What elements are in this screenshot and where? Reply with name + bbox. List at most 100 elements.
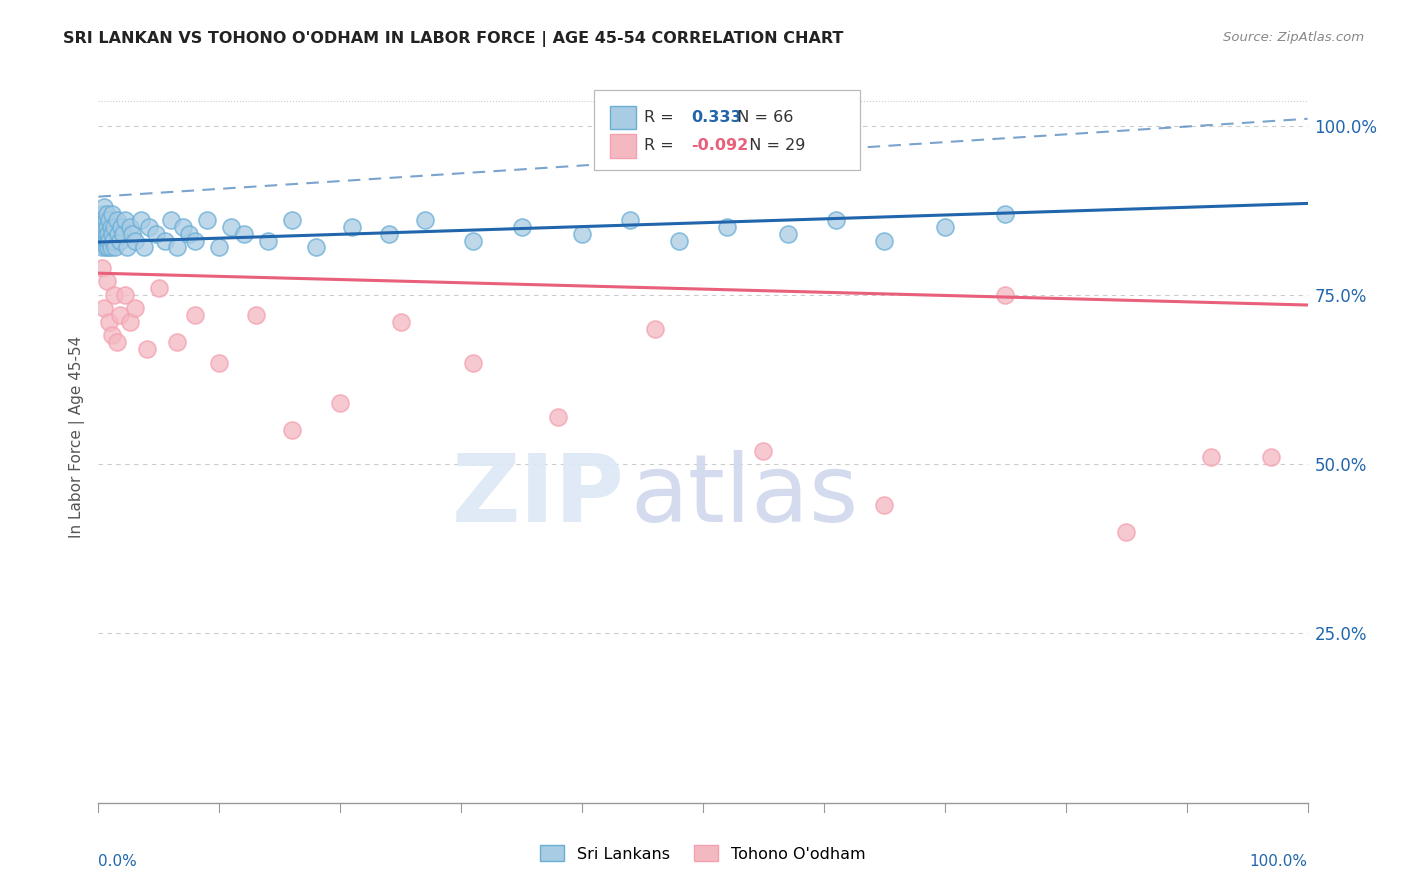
Point	[134, 240, 156, 254]
Point	[160, 213, 183, 227]
Point	[100, 328, 122, 343]
Text: ZIP: ZIP	[451, 450, 624, 541]
Point	[93, 234, 115, 248]
Point	[96, 274, 118, 288]
Point	[124, 234, 146, 248]
Point	[934, 220, 956, 235]
Point	[256, 234, 278, 248]
Point	[994, 206, 1017, 220]
Point	[114, 213, 136, 227]
Point	[104, 240, 127, 254]
Point	[148, 281, 170, 295]
Point	[100, 240, 122, 254]
Point	[103, 288, 125, 302]
Point	[752, 443, 775, 458]
Point	[118, 220, 141, 235]
Point	[184, 234, 207, 248]
Point	[571, 227, 593, 241]
Point	[166, 240, 188, 254]
Point	[111, 227, 134, 241]
Point	[873, 234, 896, 248]
Point	[94, 240, 117, 254]
Point	[108, 234, 131, 248]
Point	[463, 234, 485, 248]
Point	[96, 234, 118, 248]
Point	[716, 220, 738, 235]
Point	[245, 308, 267, 322]
Point	[413, 213, 436, 227]
Point	[153, 234, 176, 248]
Point	[97, 227, 120, 241]
Legend: Sri Lankans, Tohono O'odham: Sri Lankans, Tohono O'odham	[534, 838, 872, 868]
Point	[98, 234, 121, 248]
Point	[103, 220, 125, 235]
Point	[994, 288, 1017, 302]
Point	[101, 234, 124, 248]
Point	[208, 240, 231, 254]
Point	[873, 498, 896, 512]
Point	[100, 206, 122, 220]
Point	[389, 315, 412, 329]
Point	[93, 200, 115, 214]
Point	[118, 315, 141, 329]
FancyBboxPatch shape	[595, 90, 860, 170]
Point	[91, 240, 114, 254]
Point	[96, 220, 118, 235]
Point	[208, 355, 231, 369]
Point	[1199, 450, 1222, 465]
Point	[107, 227, 129, 241]
Point	[91, 260, 114, 275]
Point	[91, 206, 114, 220]
Point	[184, 308, 207, 322]
Point	[281, 423, 304, 437]
Point	[93, 220, 115, 235]
Point	[221, 220, 243, 235]
Point	[98, 315, 121, 329]
Bar	[610, 135, 637, 158]
Point	[105, 335, 128, 350]
Point	[124, 301, 146, 316]
Point	[644, 322, 666, 336]
Point	[668, 234, 690, 248]
Point	[281, 213, 304, 227]
Point	[96, 206, 118, 220]
Point	[825, 213, 848, 227]
Text: N = 29: N = 29	[740, 138, 806, 153]
Point	[121, 227, 143, 241]
Point	[100, 227, 122, 241]
Text: R =: R =	[644, 110, 679, 125]
Point	[108, 308, 131, 322]
Point	[94, 227, 117, 241]
Point	[305, 240, 328, 254]
Point	[145, 227, 167, 241]
Bar	[610, 106, 637, 129]
Point	[117, 240, 139, 254]
Text: SRI LANKAN VS TOHONO O'ODHAM IN LABOR FORCE | AGE 45-54 CORRELATION CHART: SRI LANKAN VS TOHONO O'ODHAM IN LABOR FO…	[63, 31, 844, 47]
Point	[105, 213, 128, 227]
Point	[93, 301, 115, 316]
Point	[776, 227, 799, 241]
Point	[547, 409, 569, 424]
Point	[329, 396, 352, 410]
Y-axis label: In Labor Force | Age 45-54: In Labor Force | Age 45-54	[69, 336, 84, 538]
Point	[172, 220, 194, 235]
Point	[463, 355, 485, 369]
Point	[91, 220, 114, 235]
Point	[98, 213, 121, 227]
Text: atlas: atlas	[630, 450, 859, 541]
Point	[232, 227, 254, 241]
Point	[166, 335, 188, 350]
Point	[510, 220, 533, 235]
Point	[138, 220, 160, 235]
Point	[129, 213, 152, 227]
Point	[342, 220, 364, 235]
Text: 0.333: 0.333	[690, 110, 741, 125]
Point	[195, 213, 218, 227]
Text: 0.0%: 0.0%	[98, 854, 138, 869]
Point	[135, 342, 157, 356]
Point	[114, 288, 136, 302]
Point	[1260, 450, 1282, 465]
Point	[90, 227, 112, 241]
Text: -0.092: -0.092	[690, 138, 748, 153]
Text: Source: ZipAtlas.com: Source: ZipAtlas.com	[1223, 31, 1364, 45]
